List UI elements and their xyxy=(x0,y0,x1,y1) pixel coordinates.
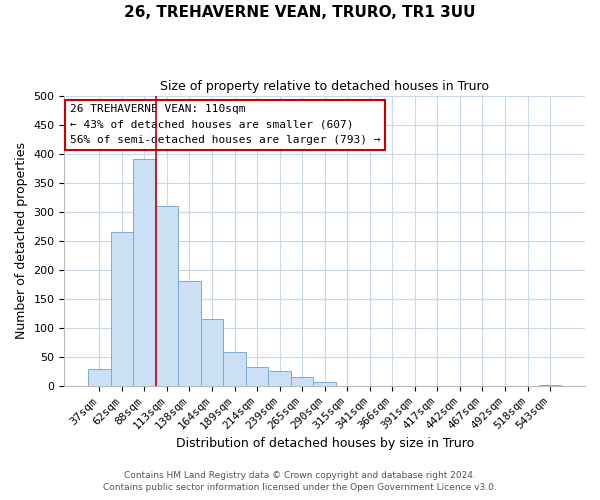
X-axis label: Distribution of detached houses by size in Truro: Distribution of detached houses by size … xyxy=(176,437,474,450)
Bar xyxy=(246,367,268,386)
Bar xyxy=(268,371,291,386)
Bar xyxy=(201,319,223,386)
Y-axis label: Number of detached properties: Number of detached properties xyxy=(15,142,28,340)
Bar xyxy=(539,385,562,386)
Bar xyxy=(110,232,133,386)
Text: Contains HM Land Registry data © Crown copyright and database right 2024.
Contai: Contains HM Land Registry data © Crown c… xyxy=(103,471,497,492)
Bar xyxy=(291,378,313,386)
Bar xyxy=(178,282,201,386)
Text: 26 TREHAVERNE VEAN: 110sqm
← 43% of detached houses are smaller (607)
56% of sem: 26 TREHAVERNE VEAN: 110sqm ← 43% of deta… xyxy=(70,104,380,146)
Bar xyxy=(155,206,178,386)
Title: Size of property relative to detached houses in Truro: Size of property relative to detached ho… xyxy=(160,80,489,93)
Bar xyxy=(133,160,155,386)
Bar xyxy=(223,352,246,386)
Text: 26, TREHAVERNE VEAN, TRURO, TR1 3UU: 26, TREHAVERNE VEAN, TRURO, TR1 3UU xyxy=(124,5,476,20)
Bar xyxy=(313,382,336,386)
Bar xyxy=(88,368,110,386)
